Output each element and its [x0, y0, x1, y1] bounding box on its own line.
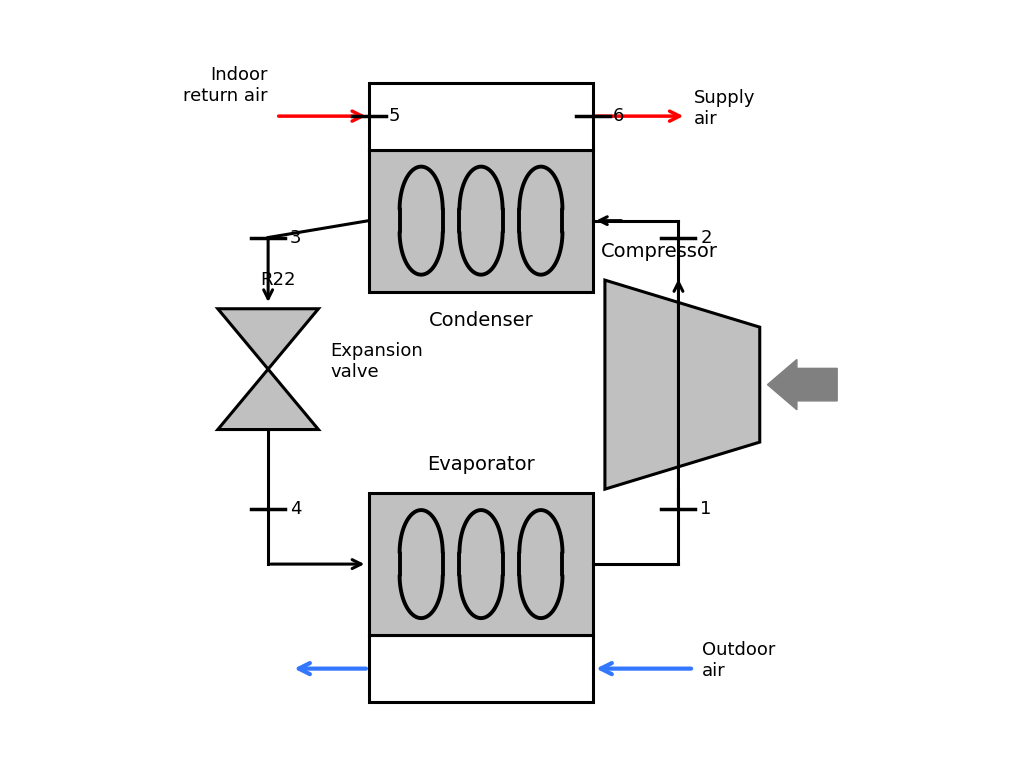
Text: Evaporator: Evaporator — [427, 455, 535, 474]
FancyArrow shape — [768, 360, 838, 409]
Text: Supply
air: Supply air — [694, 89, 756, 127]
Bar — [369, 82, 593, 150]
Polygon shape — [218, 369, 318, 430]
Text: 3: 3 — [290, 228, 301, 246]
Text: Outdoor
air: Outdoor air — [701, 642, 775, 681]
Text: 4: 4 — [290, 500, 301, 517]
Text: R22: R22 — [260, 271, 296, 289]
Text: Condenser: Condenser — [429, 311, 534, 330]
Polygon shape — [605, 280, 760, 490]
Bar — [369, 150, 593, 291]
Polygon shape — [218, 308, 318, 369]
Bar — [369, 635, 593, 702]
Bar — [369, 493, 593, 635]
Text: 6: 6 — [612, 107, 624, 125]
Text: 2: 2 — [700, 228, 712, 246]
Text: Expansion
valve: Expansion valve — [330, 342, 423, 381]
Text: 1: 1 — [700, 500, 712, 517]
Text: Indoor
return air: Indoor return air — [183, 66, 268, 105]
Text: 5: 5 — [388, 107, 399, 125]
Text: Compressor: Compressor — [601, 242, 718, 261]
